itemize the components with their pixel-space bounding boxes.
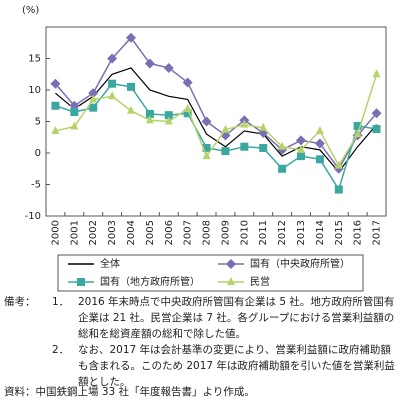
point [315,125,324,134]
legend-label: 国有（地方政府所管） [100,275,200,288]
point [240,142,249,151]
series-line [55,82,377,192]
point [108,91,117,100]
series-line [55,67,378,173]
point [221,147,230,156]
note-item: 2． なお、2017 年は会計基準の変更により、営業利益額に政府補助額も含まれる… [0,342,400,390]
point [259,122,268,131]
point [353,129,362,138]
point [164,111,173,120]
x-tick-label: 2016 [353,220,364,245]
x-tick-label: 2010 [239,220,250,245]
point [126,32,136,43]
x-tick-label: 2012 [277,220,288,245]
x-tick-label: 2003 [107,220,118,245]
point [108,79,117,88]
point [371,108,382,119]
y-tick-label: 10 [28,85,41,96]
point [145,109,154,118]
point [334,160,343,169]
series-line [54,36,378,171]
point [221,124,230,133]
x-tick-label: 2007 [183,220,194,245]
y-tick-label: 15 [28,54,41,65]
x-tick-label: 2008 [202,220,213,245]
point [51,125,60,134]
x-tick-label: 2009 [220,220,231,245]
x-tick-label: 2000 [50,220,61,245]
point [144,58,155,69]
point [70,121,79,130]
legend-label: 全体 [100,257,120,270]
series-line [55,74,378,168]
point [314,138,325,149]
point [164,116,173,125]
x-tick-label: 2004 [126,220,137,245]
x-tick-label: 2013 [296,220,307,245]
point [163,62,174,73]
x-tick-label: 2014 [315,220,326,245]
x-tick-label: 2002 [88,220,99,245]
notes-label: 備考： [4,296,36,308]
point [107,53,118,64]
y-tick-label: 5 [35,117,41,128]
chart: (%) -10 -5 0 5 10 15 2000 2001 2002 2003 2004 2005 2… [22,5,387,292]
note-number: 1． [52,296,70,308]
point [259,143,268,152]
point [297,144,305,153]
legend-box [57,254,364,292]
note-text: なお、2017 年は会計基準の変更により、営業利益額に政府補助額も含まれる。この… [78,344,395,388]
point [296,135,306,146]
point [89,94,98,103]
point [183,103,192,112]
point [226,259,236,269]
point [297,152,305,161]
legend-label: 国有（中央政府所管） [250,257,350,270]
point [89,103,98,112]
point [51,101,60,110]
point [127,105,135,114]
point [182,77,193,88]
note-number: 2． [52,344,70,356]
point [70,108,79,117]
y-tick-label: 0 [35,148,41,159]
point [334,185,343,194]
point [315,155,324,164]
x-tick-label: 2017 [372,220,383,245]
source: 資料：中国鉄鋼上場 33 社「年度報告書」より作成。 [4,386,255,398]
point [240,119,249,128]
point [372,69,381,78]
point [353,121,362,130]
x-tick-label: 2006 [164,220,175,245]
point [201,116,212,127]
y-axis-label: (%) [22,5,39,16]
point [88,88,99,99]
point [127,82,135,91]
point [372,125,381,134]
y-tick-label: -5 [31,180,41,191]
notes: 備考： 1． 2016 年末時点で中央政府所管国有企業は 5 社。地方政府所管国… [0,294,408,398]
point [77,278,85,286]
point [202,143,211,152]
point [202,151,211,160]
note-text: 2016 年末時点で中央政府所管国有企業は 5 社。地方政府所管国有企業は 21… [78,296,395,340]
x-tick-label: 2015 [334,220,345,245]
point [145,115,154,124]
point [278,141,287,150]
y-tick-label: -10 [25,211,41,222]
legend-label: 民営 [250,275,270,288]
point [183,109,192,118]
note-item: 備考： 1． 2016 年末時点で中央政府所管国有企業は 5 社。地方政府所管国… [0,294,400,342]
x-tick-label: 2011 [258,220,269,245]
point [50,78,61,89]
point [278,164,287,173]
point [227,277,235,285]
x-tick-label: 2001 [69,220,80,245]
x-tick-label: 2005 [145,220,156,245]
